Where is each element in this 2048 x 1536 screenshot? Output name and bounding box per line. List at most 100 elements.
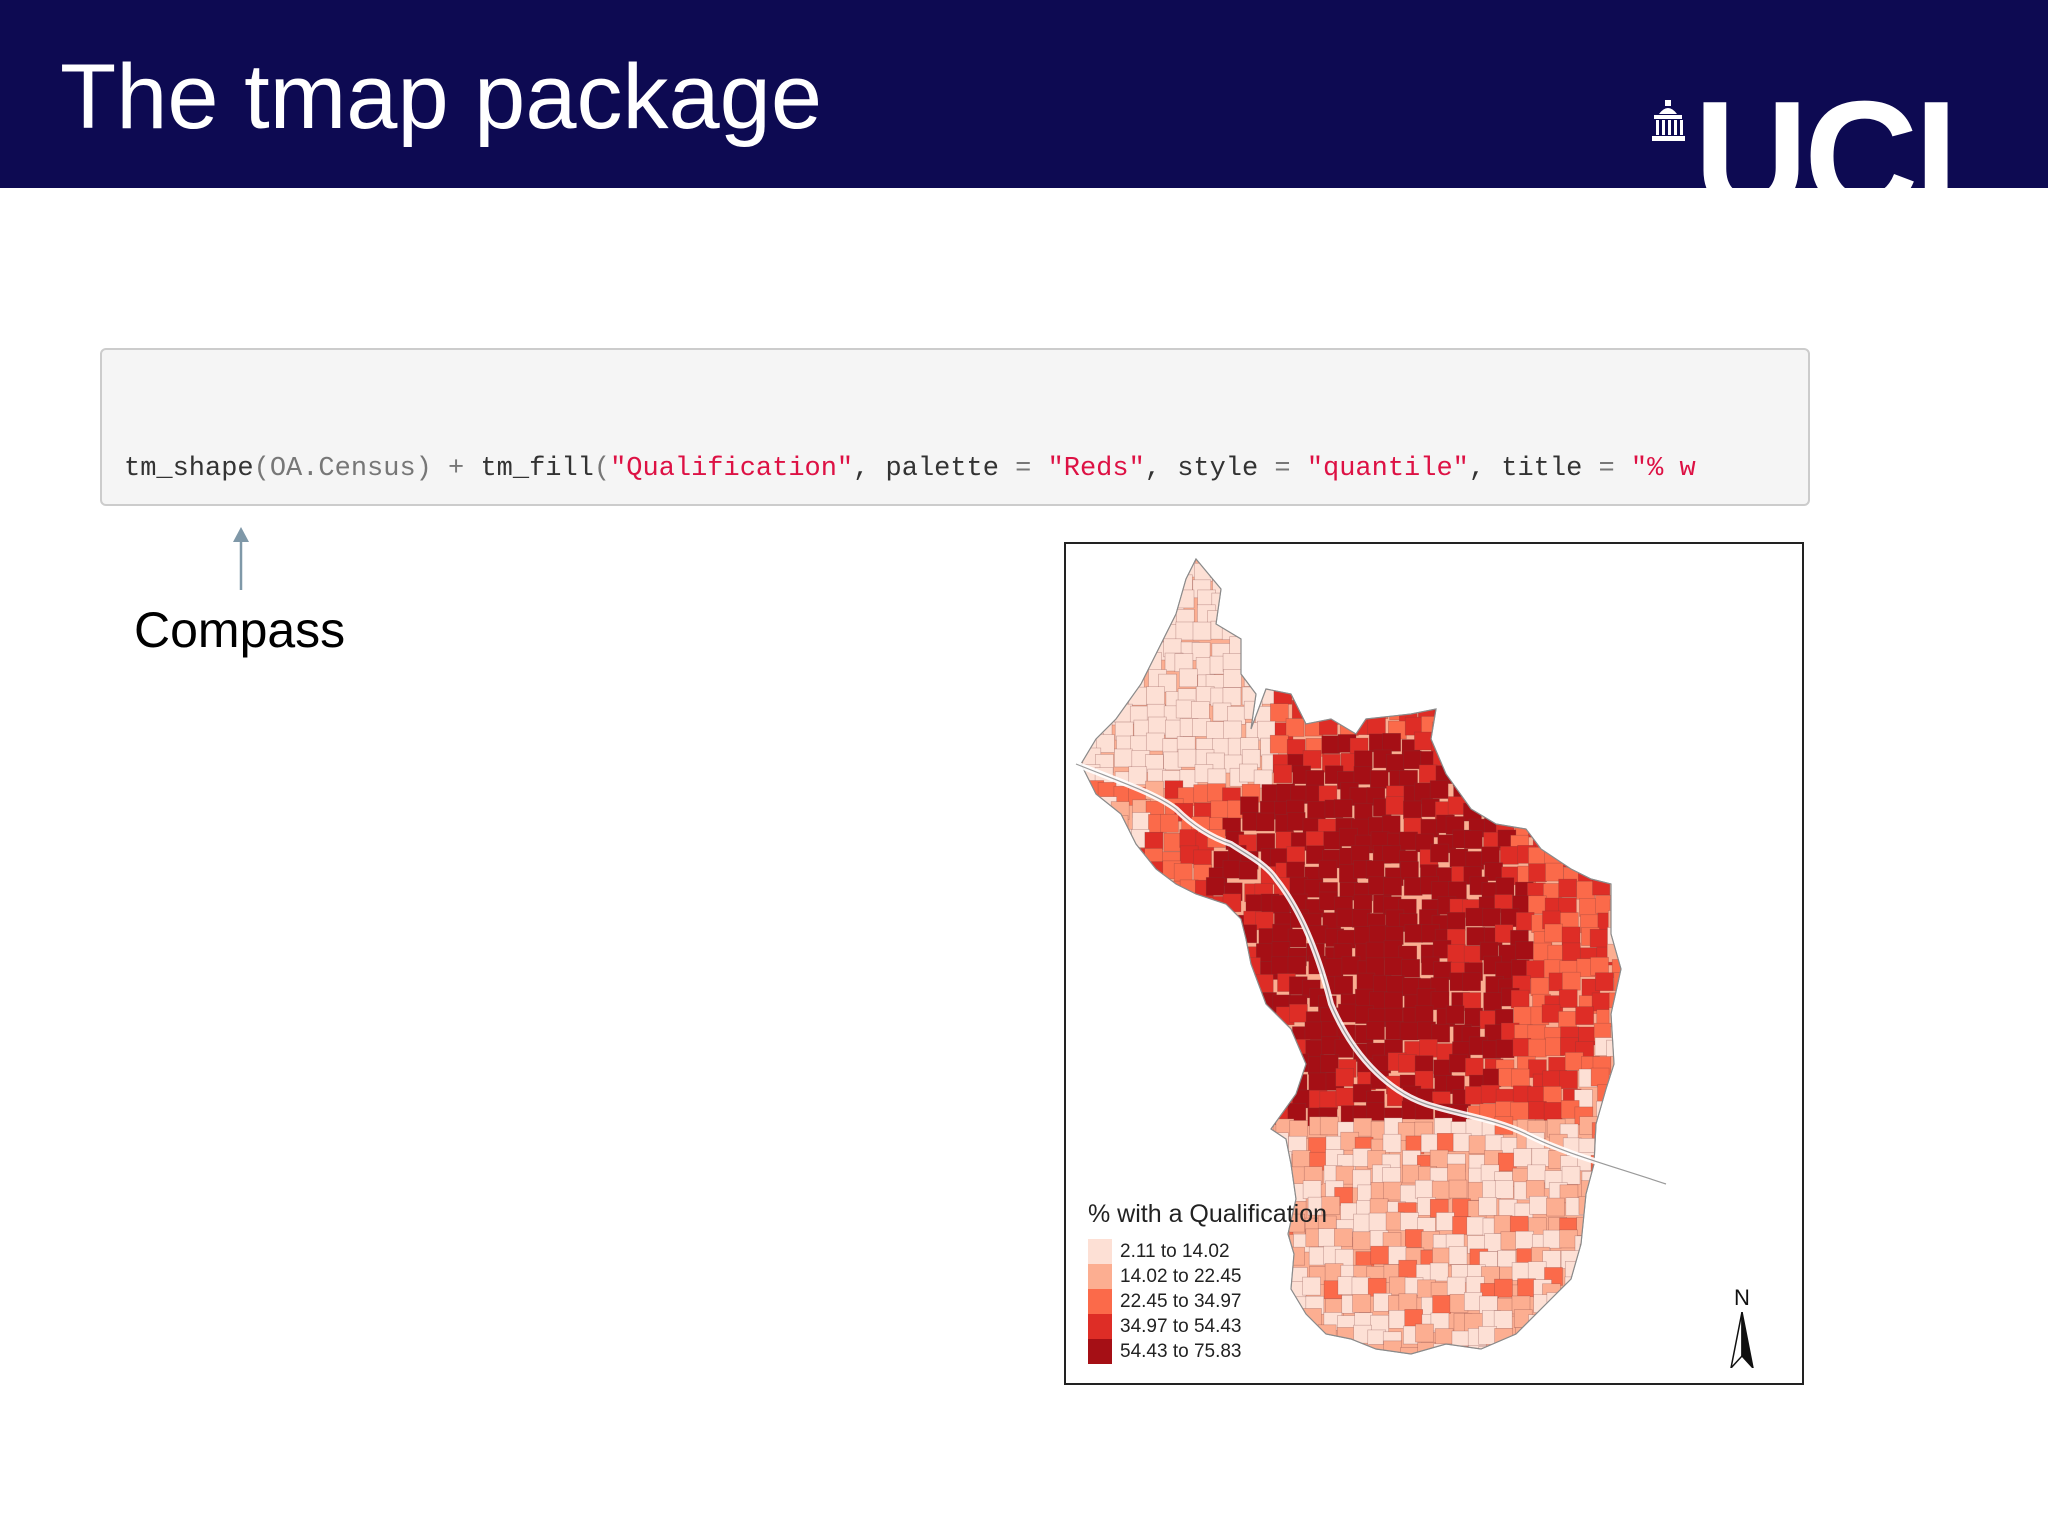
map-area — [1082, 883, 1102, 902]
map-area — [1081, 945, 1086, 965]
map-area — [1769, 1235, 1787, 1253]
map-area — [1708, 782, 1726, 800]
map-area — [1243, 641, 1263, 661]
map-area — [1751, 749, 1769, 767]
map-area — [1721, 1261, 1739, 1279]
map-area — [1081, 897, 1099, 917]
map-area — [1483, 684, 1503, 704]
map-area — [1673, 1023, 1691, 1041]
map-area — [1113, 1379, 1131, 1383]
map-area — [1595, 835, 1614, 854]
map-area — [1756, 992, 1774, 1010]
map-area — [1463, 559, 1483, 561]
map-area — [1163, 1056, 1182, 1076]
map-area — [1751, 669, 1769, 687]
map-area — [1081, 844, 1083, 864]
map-area — [1790, 673, 1802, 691]
map-area — [1645, 1325, 1663, 1343]
map-area — [1116, 862, 1136, 881]
map-area — [1528, 1361, 1546, 1379]
map-area — [1177, 748, 1197, 768]
map-area — [1382, 733, 1402, 752]
map-area — [1691, 1344, 1709, 1362]
map-area — [1386, 975, 1405, 994]
map-area — [1195, 559, 1214, 560]
map-area — [1238, 1152, 1258, 1172]
map-area — [1081, 802, 1084, 822]
map-area — [1146, 686, 1165, 705]
map-area — [1625, 880, 1643, 898]
map-area — [1656, 547, 1674, 565]
map-area — [1382, 845, 1401, 864]
map-area — [1081, 1117, 1101, 1137]
map-area — [1544, 847, 1563, 866]
map-area — [1692, 611, 1710, 629]
map-area — [1269, 734, 1289, 754]
map-area — [1181, 1119, 1201, 1138]
map-area — [1770, 627, 1788, 645]
map-area — [1646, 1102, 1664, 1120]
map-area — [1789, 1329, 1802, 1347]
map-area — [1131, 882, 1151, 902]
portico-icon — [1652, 100, 1685, 141]
map-area — [1688, 1309, 1706, 1327]
map-area — [1751, 1153, 1769, 1171]
map-area — [1109, 604, 1129, 624]
map-area — [1448, 1053, 1468, 1073]
map-area — [1693, 1171, 1711, 1189]
map-area — [1254, 1007, 1274, 1027]
map-area — [1371, 671, 1391, 690]
map-area — [1081, 1168, 1083, 1188]
map-area — [1383, 957, 1403, 976]
map-area — [1660, 1042, 1678, 1060]
legend-label: 34.97 to 54.43 — [1120, 1315, 1242, 1337]
map-area — [1774, 1262, 1792, 1280]
map-area — [1081, 1292, 1082, 1312]
map-area — [1644, 546, 1662, 564]
map-area — [1178, 1067, 1198, 1087]
map-area — [1191, 1020, 1211, 1040]
map-area — [1725, 1219, 1743, 1237]
map-area — [1289, 1003, 1308, 1023]
map-area — [1222, 1104, 1241, 1124]
map-area — [1273, 764, 1293, 784]
map-area — [1703, 1295, 1721, 1313]
map-area — [1736, 1042, 1754, 1060]
map-area — [1081, 1313, 1086, 1333]
map-area — [1558, 878, 1577, 898]
map-area — [1611, 1070, 1621, 1089]
map-area — [1608, 1119, 1621, 1139]
map-area — [1689, 559, 1707, 577]
map-area — [1735, 1378, 1753, 1383]
map-area — [1081, 1037, 1098, 1057]
map-area — [1356, 972, 1376, 992]
map-area — [1594, 1260, 1614, 1279]
map-area — [1624, 1184, 1642, 1202]
map-area — [1626, 1282, 1644, 1300]
map-area — [1500, 769, 1519, 788]
map-area — [1142, 1148, 1161, 1167]
map-area — [1513, 1148, 1533, 1167]
city-outline — [1080, 557, 1622, 1355]
map-area — [1639, 851, 1657, 869]
map-area — [1573, 621, 1593, 641]
map-area — [1720, 899, 1738, 917]
map-area — [1111, 994, 1131, 1014]
map-area — [1066, 833, 1080, 851]
map-area — [1175, 621, 1195, 641]
map-area — [1662, 771, 1680, 789]
map-area — [1383, 877, 1402, 896]
map-area — [1691, 878, 1709, 896]
map-area — [1525, 1180, 1545, 1199]
map-area — [1785, 575, 1802, 593]
map-area — [1353, 587, 1373, 607]
map-area — [1591, 992, 1611, 1012]
map-area — [1431, 721, 1451, 741]
map-area — [1515, 1230, 1534, 1250]
map-area — [1334, 1342, 1353, 1354]
map-area — [1527, 1038, 1547, 1058]
map-area — [1755, 895, 1773, 913]
map-area — [1414, 623, 1434, 643]
map-area — [1643, 637, 1661, 655]
map-area — [1429, 780, 1449, 799]
